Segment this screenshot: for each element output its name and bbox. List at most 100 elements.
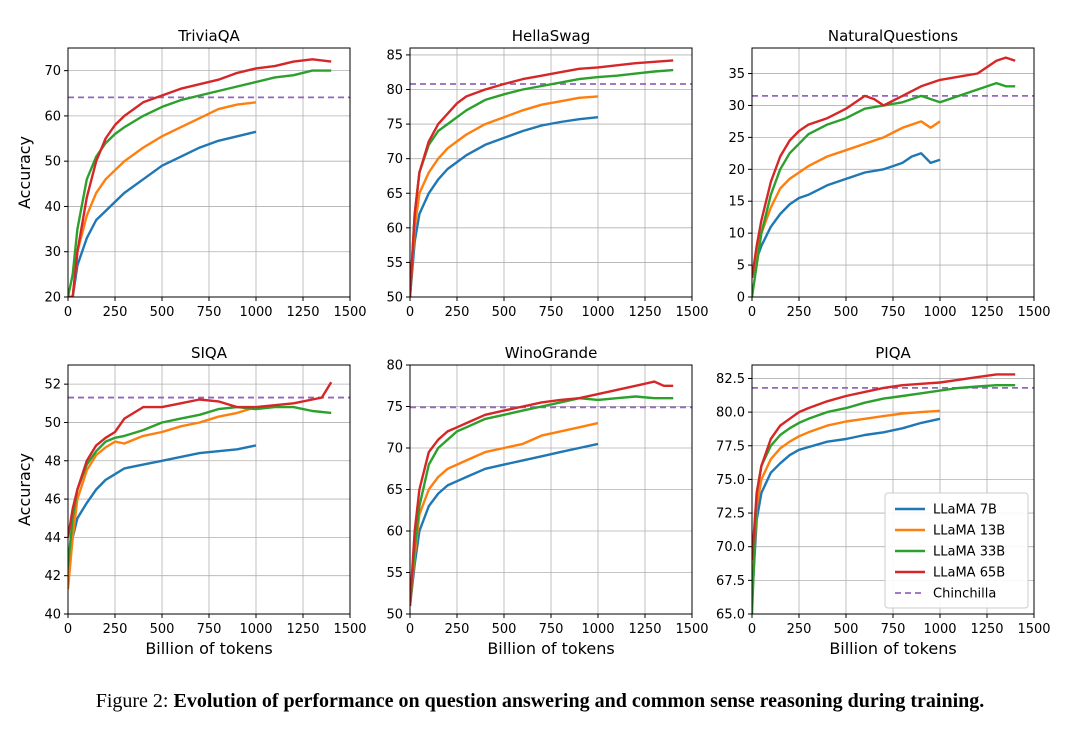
y-tick-label: 20 (728, 163, 745, 178)
y-tick-label: 15 (728, 195, 745, 210)
x-tick-label: 1500 (333, 622, 366, 637)
y-tick-label: 60 (44, 109, 61, 124)
series-line-llama-33b (752, 384, 1016, 614)
x-axis-label: Billion of tokens (145, 639, 272, 658)
y-tick-label: 70 (386, 442, 403, 457)
x-tick-label: 1000 (923, 305, 956, 320)
y-tick-label: 48 (44, 454, 61, 469)
x-tick-label: 500 (492, 305, 517, 320)
x-tick-label: 0 (748, 622, 756, 637)
x-tick-label: 250 (787, 305, 812, 320)
x-tick-label: 250 (103, 622, 128, 637)
series-line-llama-65b (410, 380, 674, 606)
y-tick-label: 55 (386, 566, 403, 581)
chart-title: NaturalQuestions (828, 27, 958, 45)
x-tick-label: 250 (103, 305, 128, 320)
y-tick-label: 80 (386, 83, 403, 98)
y-axis-label: Accuracy (15, 136, 34, 209)
series-line-llama-13b (410, 95, 599, 297)
series-line-llama-33b (410, 395, 674, 606)
y-tick-label: 5 (737, 259, 745, 274)
y-tick-label: 0 (737, 291, 745, 306)
y-tick-label: 40 (44, 608, 61, 623)
x-tick-label: 1000 (239, 305, 272, 320)
x-tick-label: 0 (64, 305, 72, 320)
series-group (68, 58, 350, 297)
figure-chart-grid: 0 250 500 750 1000 1250 1500203040506070Trivia… (15, 27, 1051, 658)
x-tick-label: 1500 (1017, 622, 1050, 637)
y-tick-label: 50 (386, 291, 403, 306)
series-line-llama-65b (68, 381, 333, 538)
chart-panel-naturalquestions: 0 250 500 750 1000 1250 1500 0 5 10 15 20 25 30 35 Natu… (728, 27, 1050, 320)
x-tick-label: 750 (539, 622, 564, 637)
y-tick-label: 65 (386, 483, 403, 498)
chart-panel-hellaswag: 0 250 500 750 1000 1250 1500 50 55 60 65 70 75 80 85 He… (386, 27, 708, 320)
legend-label-llama-13b: LLaMA 13B (933, 524, 1005, 539)
y-tick-label: 70.0 (716, 540, 745, 555)
y-tick-label: 75 (386, 118, 403, 133)
x-axis-label: Billion of tokens (487, 639, 614, 658)
figure-caption: Figure 2: Evolution of performance on qu… (0, 690, 1080, 713)
y-tick-label: 46 (44, 493, 61, 508)
y-tick-label: 82.5 (716, 372, 745, 387)
y-tick-label: 72.5 (716, 507, 745, 522)
x-tick-label: 1250 (970, 622, 1003, 637)
y-tick-label: 50 (44, 416, 61, 431)
y-tick-label: 30 (44, 245, 61, 260)
y-tick-label: 30 (728, 99, 745, 114)
series-line-llama-13b (752, 409, 941, 601)
y-tick-label: 42 (44, 569, 61, 584)
series-line-llama-33b (68, 69, 332, 297)
x-tick-label: 1000 (581, 305, 614, 320)
x-tick-label: 1500 (333, 305, 366, 320)
x-tick-label: 500 (834, 305, 859, 320)
y-tick-label: 35 (728, 67, 745, 82)
y-tick-label: 55 (386, 256, 403, 271)
x-tick-label: 500 (492, 622, 517, 637)
series-line-llama-33b (68, 405, 332, 567)
series-line-llama-33b (752, 81, 1016, 297)
x-tick-label: 1000 (923, 622, 956, 637)
x-tick-label: 0 (406, 305, 414, 320)
legend: LLaMA 7B LLaMA 13B LLaMA 33B LLaMA 65B Chinc… (884, 492, 1029, 609)
legend-label-llama-65b: LLaMA 65B (933, 566, 1005, 581)
x-tick-label: 250 (445, 305, 470, 320)
series-line-llama-65b (752, 373, 1016, 561)
x-tick-label: 0 (64, 622, 72, 637)
x-tick-label: 750 (539, 305, 564, 320)
legend-label-llama-33b: LLaMA 33B (933, 545, 1005, 560)
y-tick-label: 65.0 (716, 608, 745, 623)
x-tick-label: 250 (445, 622, 470, 637)
x-tick-label: 1250 (628, 305, 661, 320)
y-tick-label: 10 (728, 227, 745, 242)
series-group (410, 59, 692, 297)
chart-panel-piqa: 0 250 500 750 1000 1250 1500 65.0 67.5 70.0 72.5 75… (716, 344, 1051, 658)
y-tick-label: 77.5 (716, 439, 745, 454)
y-tick-label: 85 (386, 48, 403, 63)
y-tick-label: 52 (44, 378, 61, 393)
series-line-llama-13b (410, 421, 599, 606)
series-line-llama-7b (410, 442, 599, 606)
y-tick-label: 50 (44, 155, 61, 170)
x-tick-label: 250 (787, 622, 812, 637)
series-line-llama-65b (68, 58, 332, 297)
legend-box (884, 492, 1029, 609)
x-axis-label: Billion of tokens (829, 639, 956, 658)
y-tick-label: 25 (728, 131, 745, 146)
chart-panel-triviaqa: 0 250 500 750 1000 1250 1500 20 30 40 50 60 70 Trivia… (15, 27, 367, 320)
x-tick-label: 750 (881, 622, 906, 637)
series-line-llama-7b (410, 116, 599, 297)
y-tick-label: 70 (386, 152, 403, 167)
x-tick-label: 750 (881, 305, 906, 320)
x-tick-label: 0 (748, 305, 756, 320)
y-tick-label: 40 (44, 200, 61, 215)
y-tick-label: 80.0 (716, 406, 745, 421)
chart-panel-siqa: 0 250 500 750 1000 1250 1500 40 42 44 46 48 50 52 SIQA… (15, 344, 367, 658)
caption-prefix: Figure 2: (95, 690, 169, 712)
x-tick-label: 1000 (581, 622, 614, 637)
series-line-llama-13b (752, 120, 941, 279)
y-tick-label: 60 (386, 525, 403, 540)
y-tick-label: 75 (386, 400, 403, 415)
series-line-llama-13b (68, 405, 257, 590)
x-tick-label: 1250 (970, 305, 1003, 320)
